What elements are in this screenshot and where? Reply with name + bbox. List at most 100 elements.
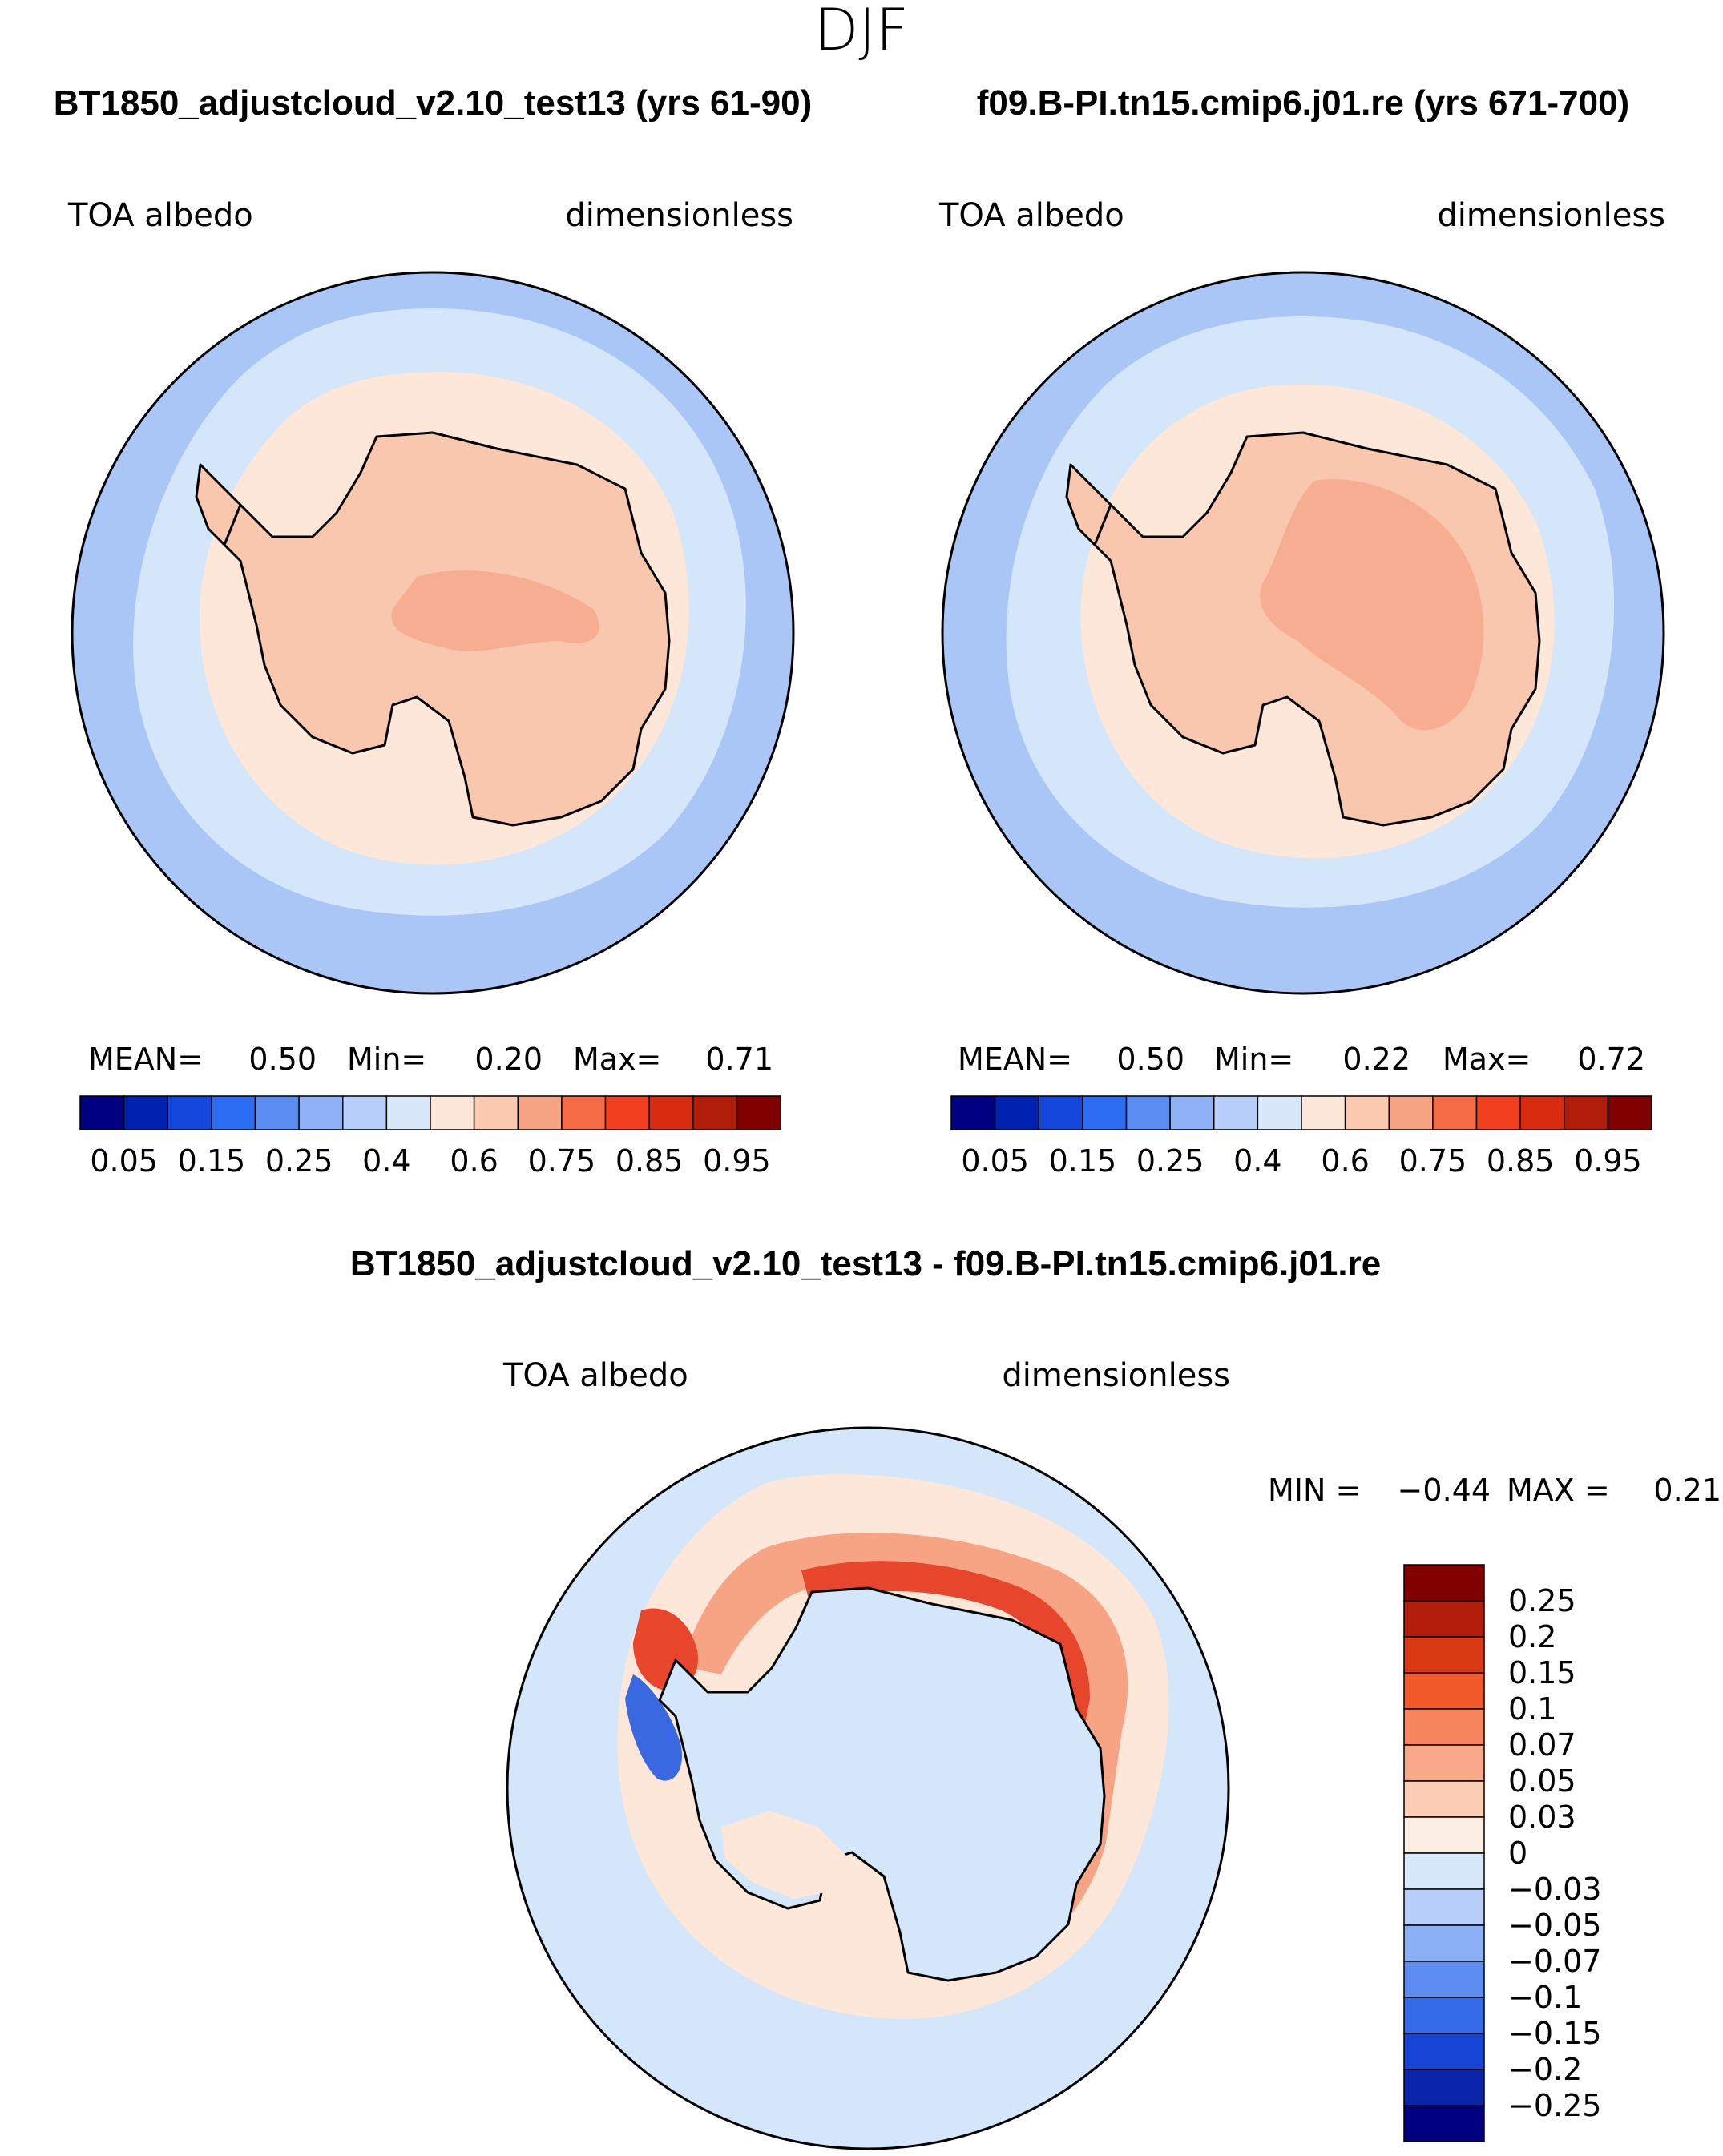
colorbar-swatch	[1519, 1095, 1565, 1130]
colorbar-tick-label: 0.6	[450, 1143, 498, 1179]
colorbar-tick-label: 0.25	[265, 1143, 333, 1179]
panel-left-map	[72, 272, 793, 993]
colorbar-swatch	[1607, 1095, 1652, 1130]
peninsula	[1065, 463, 1112, 546]
panel-left: BT1850_adjustcloud_v2.10_test13 (yrs 61-…	[54, 83, 813, 1179]
panel-right-max-label: Max=	[1443, 1042, 1531, 1077]
colorbar-tick-label: 0	[1508, 1836, 1527, 1871]
colorbar-swatch	[1475, 1095, 1521, 1130]
diff-units: dimensionless	[1002, 1357, 1230, 1394]
colorbar-tick-label: 0.75	[528, 1143, 596, 1179]
panel-left-units: dimensionless	[565, 197, 793, 234]
panel-right-max-value: 0.72	[1577, 1042, 1645, 1077]
panel-right-title: f09.B-PI.tn15.cmip6.j01.re (yrs 671-700)	[977, 83, 1629, 123]
colorbar-tick-label: 0.85	[1487, 1143, 1555, 1179]
colorbar-swatch	[473, 1095, 519, 1130]
colorbar-swatch	[1403, 1708, 1485, 1746]
colorbar-tick-label: 0.05	[1508, 1763, 1576, 1799]
panel-right-map	[942, 272, 1664, 993]
colorbar-tick-label: −0.1	[1508, 1980, 1582, 2015]
colorbar-tick-label: 0.05	[90, 1143, 158, 1179]
colorbar-swatch	[1403, 1744, 1485, 1782]
diff-min-label: MIN =	[1268, 1473, 1361, 1508]
colorbar-swatch	[298, 1095, 344, 1130]
east-antarctic-plateau	[1260, 479, 1484, 731]
colorbar-swatch	[1038, 1095, 1083, 1130]
season-title: DJF	[814, 0, 909, 63]
colorbar-tick-label: 0.05	[961, 1143, 1029, 1179]
colorbar-tick-label: 0.15	[178, 1143, 246, 1179]
panel-right: f09.B-PI.tn15.cmip6.j01.re (yrs 671-700)…	[938, 83, 1665, 1179]
colorbar-swatch	[254, 1095, 300, 1130]
peninsula	[195, 463, 242, 546]
panel-right-variable: TOA albedo	[938, 197, 1124, 234]
colorbar-swatch	[211, 1095, 256, 1130]
panel-right-colorbar: 0.05 0.15 0.25 0.4 0.6 0.75 0.85 0.95	[950, 1095, 1652, 1179]
colorbar-swatch	[1403, 1852, 1485, 1890]
colorbar-swatch	[1403, 1924, 1485, 1962]
panel-left-map-border	[71, 271, 795, 995]
panel-left-colorbar: 0.05 0.15 0.25 0.4 0.6 0.75 0.85 0.95	[79, 1095, 781, 1179]
colorbar-tick-label: −0.25	[1508, 2088, 1601, 2123]
diff-map-border	[506, 1426, 1230, 2150]
panel-left-mean-value: 0.50	[248, 1042, 317, 1077]
colorbar-swatch	[517, 1095, 563, 1130]
panel-right-min-label: Min=	[1214, 1042, 1293, 1077]
colorbar-tick-label: 0.07	[1508, 1727, 1576, 1763]
colorbar-swatch	[1082, 1095, 1128, 1130]
colorbar-swatch	[1344, 1095, 1390, 1130]
panel-left-title: BT1850_adjustcloud_v2.10_test13 (yrs 61-…	[54, 83, 813, 123]
colorbar-swatch	[736, 1095, 781, 1130]
diff-max-label: MAX =	[1507, 1473, 1610, 1508]
panel-right-mean-value: 0.50	[1116, 1042, 1184, 1077]
diff-negative-patch	[625, 1674, 682, 1781]
colorbar-swatch	[79, 1095, 125, 1130]
colorbar-swatch	[1125, 1095, 1171, 1130]
colorbar-swatch	[1213, 1095, 1259, 1130]
colorbar-swatch	[342, 1095, 388, 1130]
panel-right-map-border	[941, 271, 1665, 995]
panel-left-mean-label: MEAN=	[88, 1042, 203, 1077]
colorbar-swatch	[1388, 1095, 1434, 1130]
colorbar-tick-label: 0.85	[615, 1143, 684, 1179]
colorbar-swatch	[1403, 1997, 1485, 2034]
colorbar-tick-label: 0.15	[1049, 1143, 1117, 1179]
colorbar-tick-label: 0.95	[1574, 1143, 1642, 1179]
colorbar-swatch	[430, 1095, 475, 1130]
panel-left-min-label: Min=	[347, 1042, 426, 1077]
colorbar-tick-label: 0.75	[1399, 1143, 1467, 1179]
colorbar-swatch	[1301, 1095, 1346, 1130]
colorbar-tick-label: 0.2	[1508, 1619, 1556, 1654]
colorbar-swatch	[604, 1095, 650, 1130]
colorbar-swatch	[1257, 1095, 1302, 1130]
colorbar-tick-label: 0.25	[1136, 1143, 1204, 1179]
colorbar-swatch	[561, 1095, 607, 1130]
colorbar-tick-label: 0.95	[703, 1143, 771, 1179]
colorbar-swatch	[1403, 1564, 1485, 1602]
panel-right-min-value: 0.22	[1342, 1042, 1410, 1077]
colorbar-tick-label: 0.03	[1508, 1799, 1576, 1835]
colorbar-tick-label: 0.1	[1508, 1691, 1556, 1727]
colorbar-swatch	[385, 1095, 431, 1130]
colorbar-swatch	[123, 1095, 168, 1130]
colorbar-tick-label: 0.15	[1508, 1655, 1576, 1691]
panel-difference: BT1850_adjustcloud_v2.10_test13 - f09.B-…	[350, 1244, 1721, 2150]
colorbar-tick-label: 0.6	[1321, 1143, 1369, 1179]
colorbar-swatch	[1403, 1672, 1485, 1710]
panel-left-max-label: Max=	[573, 1042, 661, 1077]
colorbar-swatch	[692, 1095, 738, 1130]
panel-right-units: dimensionless	[1437, 197, 1665, 234]
colorbar-tick-label: 0.4	[362, 1143, 410, 1179]
diff-map	[507, 1428, 1229, 2149]
colorbar-tick-label: −0.15	[1508, 2016, 1601, 2051]
panel-left-min-value: 0.20	[474, 1042, 543, 1077]
colorbar-swatch	[1403, 1961, 1485, 1998]
east-antarctic-plateau	[391, 570, 599, 651]
colorbar-tick-label: −0.03	[1508, 1872, 1601, 1907]
colorbar-swatch	[1403, 2069, 1485, 2106]
diff-title: BT1850_adjustcloud_v2.10_test13 - f09.B-…	[350, 1244, 1381, 1284]
colorbar-swatch	[1403, 1636, 1485, 1674]
diff-colorbar: 0.250.20.150.10.070.050.030−0.03−0.05−0.…	[1403, 1564, 1601, 2142]
